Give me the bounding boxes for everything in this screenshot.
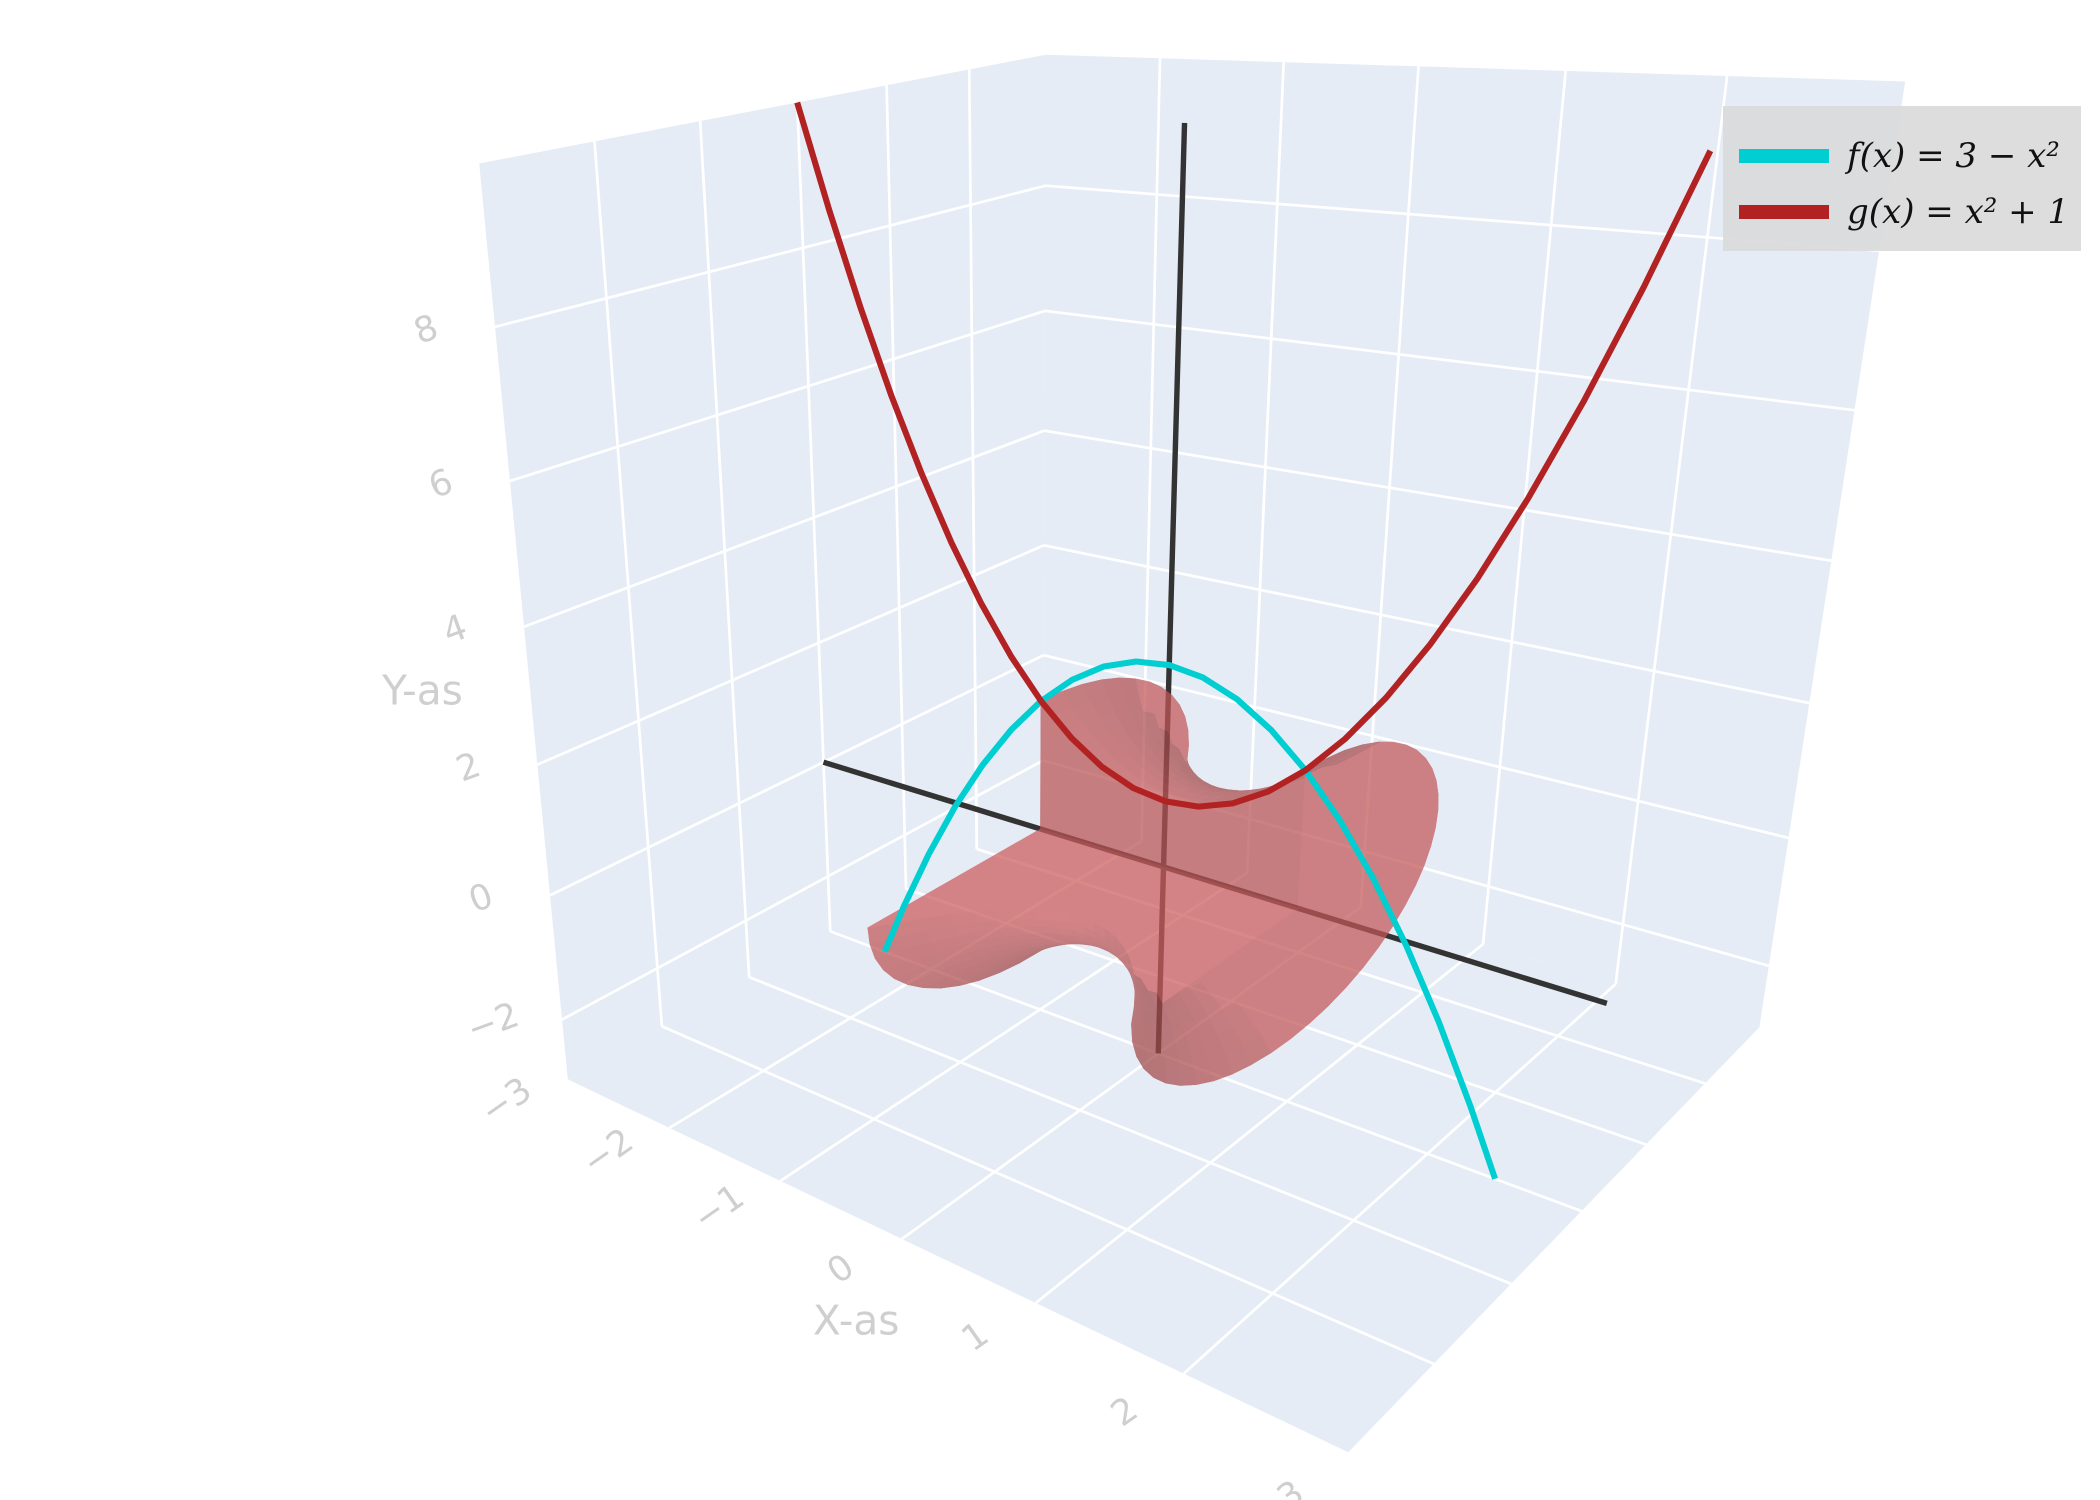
gridline-x [1614,75,1729,985]
curve-g [794,101,1714,810]
x-tick-label: 1 [954,1313,996,1359]
gridline-y [509,309,1046,483]
x-tick-label: 3 [1270,1472,1312,1500]
y-tick-label: 8 [408,307,443,353]
y-tick-label: 0 [463,875,498,921]
x-tick-label: 0 [820,1246,862,1292]
floor [567,811,1760,1453]
solid-of-revolution [867,677,1439,1086]
x-tick-label: −3 [473,1069,539,1132]
gridline-z [698,121,751,978]
legend-label-f: f(x) = 3 − x² [1847,136,2060,176]
back-wall [1043,54,1906,1028]
legend-swatch-f [1739,149,1829,163]
x-axis-title: X-as [813,1297,900,1345]
surface-patch [1131,1006,1136,1043]
y-axis-title: Y-as [381,667,463,715]
gridline-x [1245,62,1286,873]
legend-item-g[interactable]: g(x) = x² + 1 [1739,184,2081,240]
gridline-z [661,1025,1435,1366]
gridline-z [967,69,979,849]
x-tick-label: 2 [1103,1389,1145,1435]
legend-label-g: g(x) = x² + 1 [1847,192,2070,232]
surface-patch [974,909,999,923]
x-tick-label: −1 [686,1176,752,1239]
legend-item-f[interactable]: f(x) = 3 − x² [1739,128,2081,184]
surface-patch [1017,918,1040,928]
legend-swatch-g [1739,205,1829,219]
gridline-y [549,653,1045,897]
gridline-z [593,141,664,1027]
y-tick-label: 2 [451,744,486,790]
gridline-x [1182,982,1617,1375]
gridline-z [885,85,908,889]
gridline-x [1034,942,1484,1304]
x-tick-label: −2 [575,1120,641,1183]
surface-patch [997,918,1022,930]
scene-walls [479,54,1906,1453]
curve-f [881,658,1498,1180]
surface-patch [1016,908,1038,920]
y-tick-label: 4 [437,606,472,652]
gridline-y [494,184,1046,329]
y-tick-label: −2 [462,994,525,1050]
y-tick-label: 6 [423,461,458,507]
legend: f(x) = 3 − x² g(x) = x² + 1 [1723,106,2081,251]
gridline-y [523,429,1045,628]
gridline-z [795,102,832,932]
surface-patch [996,908,1019,921]
curves [794,101,1714,1180]
surface-patch [1164,1059,1181,1086]
gridline-z [748,975,1512,1286]
gridline-y [536,544,1045,766]
